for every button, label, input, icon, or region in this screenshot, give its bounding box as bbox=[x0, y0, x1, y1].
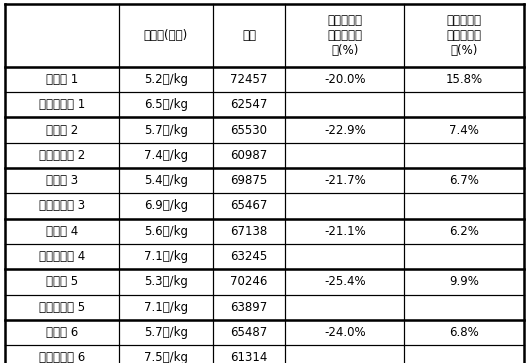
Text: 对比实施例 5: 对比实施例 5 bbox=[39, 301, 85, 314]
Text: 补糖量(成本): 补糖量(成本) bbox=[144, 29, 188, 42]
Text: 7.1元/kg: 7.1元/kg bbox=[144, 301, 188, 314]
Text: 65530: 65530 bbox=[231, 123, 268, 136]
Text: 实施例与对
比例成本比
较(%): 实施例与对 比例成本比 较(%) bbox=[327, 14, 362, 57]
Text: -24.0%: -24.0% bbox=[324, 326, 366, 339]
Text: 实施例 3: 实施例 3 bbox=[46, 174, 78, 187]
Text: -25.4%: -25.4% bbox=[324, 276, 366, 288]
Text: 实施例 2: 实施例 2 bbox=[46, 123, 78, 136]
Text: 15.8%: 15.8% bbox=[445, 73, 482, 86]
Text: 65467: 65467 bbox=[230, 199, 268, 212]
Text: -20.0%: -20.0% bbox=[324, 73, 366, 86]
Text: 72457: 72457 bbox=[230, 73, 268, 86]
Text: 5.3元/kg: 5.3元/kg bbox=[144, 276, 188, 288]
Text: 对比实施例 6: 对比实施例 6 bbox=[39, 351, 86, 363]
Text: 67138: 67138 bbox=[230, 225, 268, 238]
Text: 65487: 65487 bbox=[230, 326, 268, 339]
Text: 7.4元/kg: 7.4元/kg bbox=[144, 149, 188, 162]
Text: 7.4%: 7.4% bbox=[449, 123, 479, 136]
Text: 对比实施例 2: 对比实施例 2 bbox=[39, 149, 86, 162]
Text: 实施例与对
比例效价比
较(%): 实施例与对 比例效价比 较(%) bbox=[446, 14, 481, 57]
Text: 9.9%: 9.9% bbox=[449, 276, 479, 288]
Text: 对比实施例 3: 对比实施例 3 bbox=[39, 199, 85, 212]
Text: 7.5元/kg: 7.5元/kg bbox=[144, 351, 188, 363]
Text: 对比实施例 1: 对比实施例 1 bbox=[39, 98, 86, 111]
Text: 6.5元/kg: 6.5元/kg bbox=[144, 98, 188, 111]
Text: 63897: 63897 bbox=[230, 301, 268, 314]
Text: 5.7元/kg: 5.7元/kg bbox=[144, 326, 188, 339]
Text: 5.4元/kg: 5.4元/kg bbox=[144, 174, 188, 187]
Text: 61314: 61314 bbox=[230, 351, 268, 363]
Text: 62547: 62547 bbox=[230, 98, 268, 111]
Text: 对比实施例 4: 对比实施例 4 bbox=[39, 250, 86, 263]
Text: 6.8%: 6.8% bbox=[449, 326, 479, 339]
Text: 69875: 69875 bbox=[230, 174, 268, 187]
Text: 6.7%: 6.7% bbox=[449, 174, 479, 187]
Text: -22.9%: -22.9% bbox=[324, 123, 366, 136]
Text: 60987: 60987 bbox=[230, 149, 268, 162]
Text: 实施例 6: 实施例 6 bbox=[46, 326, 78, 339]
Text: 70246: 70246 bbox=[230, 276, 268, 288]
Text: -21.7%: -21.7% bbox=[324, 174, 366, 187]
Text: 6.9元/kg: 6.9元/kg bbox=[144, 199, 188, 212]
Text: 5.2元/kg: 5.2元/kg bbox=[144, 73, 188, 86]
Text: 7.1元/kg: 7.1元/kg bbox=[144, 250, 188, 263]
Text: 实施例 5: 实施例 5 bbox=[46, 276, 78, 288]
Text: 5.6元/kg: 5.6元/kg bbox=[144, 225, 188, 238]
Text: 实施例 4: 实施例 4 bbox=[46, 225, 78, 238]
Text: 实施例 1: 实施例 1 bbox=[46, 73, 78, 86]
Text: 6.2%: 6.2% bbox=[449, 225, 479, 238]
Text: 5.7元/kg: 5.7元/kg bbox=[144, 123, 188, 136]
Text: -21.1%: -21.1% bbox=[324, 225, 366, 238]
Text: 效价: 效价 bbox=[242, 29, 256, 42]
Text: 63245: 63245 bbox=[230, 250, 268, 263]
